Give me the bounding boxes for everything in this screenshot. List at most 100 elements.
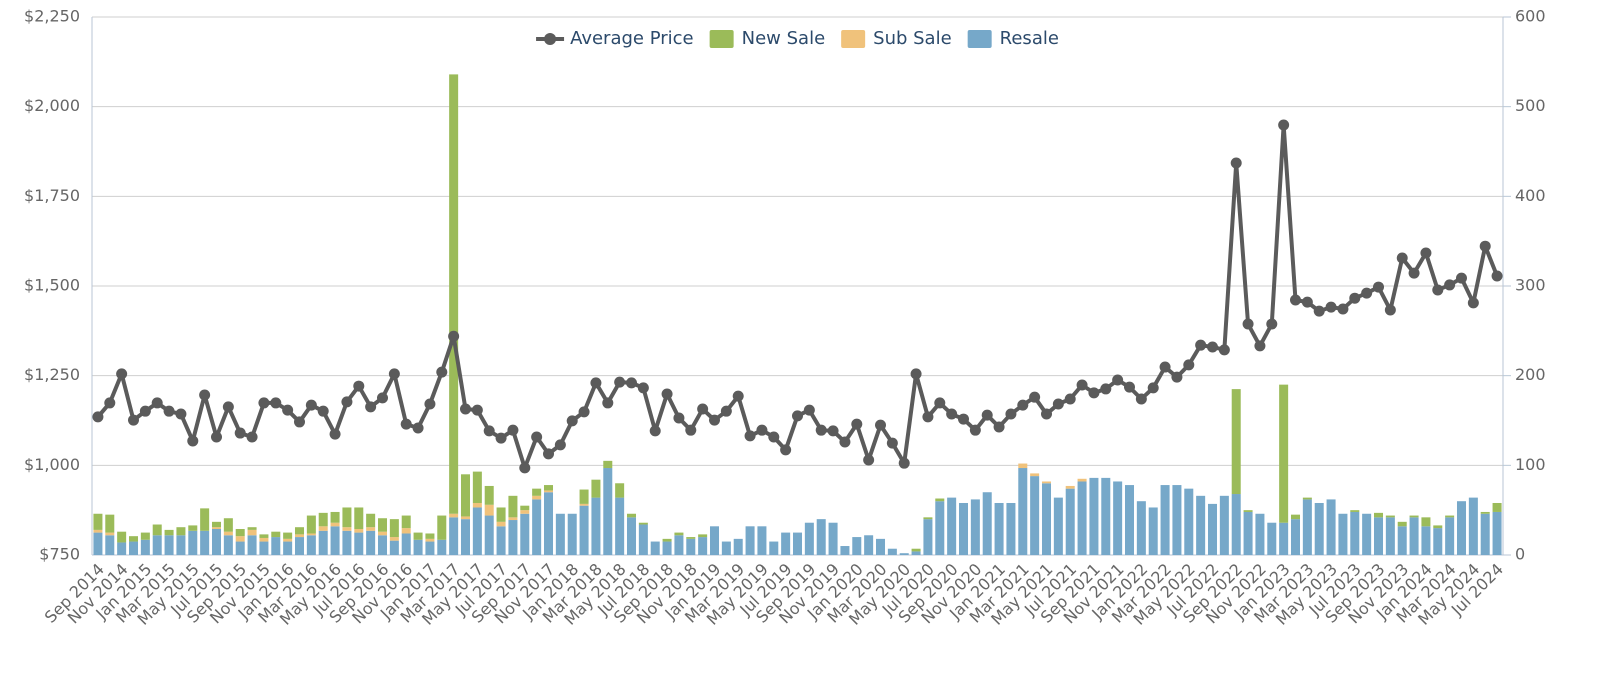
bar — [211, 527, 222, 529]
point — [1384, 304, 1396, 316]
y-tick-label: $2,250 — [24, 7, 80, 26]
bar — [389, 519, 399, 538]
y-tick-label: $1,000 — [24, 455, 80, 474]
bar — [1397, 521, 1407, 527]
point — [258, 397, 270, 409]
bar — [1456, 501, 1467, 555]
y-tick-label: $2,000 — [24, 96, 80, 115]
bar — [318, 526, 328, 531]
legend-swatch — [709, 30, 734, 48]
point — [661, 388, 673, 400]
bar — [1302, 497, 1312, 500]
bar — [484, 485, 494, 505]
bar — [852, 537, 862, 555]
bar — [235, 528, 245, 537]
bar — [875, 538, 886, 555]
bar — [1243, 511, 1253, 555]
bar — [342, 527, 352, 531]
bar — [1290, 514, 1301, 520]
point — [163, 405, 175, 417]
point — [1373, 281, 1384, 293]
bar — [472, 507, 482, 555]
point — [412, 422, 424, 434]
point — [1432, 284, 1444, 296]
point — [104, 397, 116, 409]
point — [863, 454, 875, 466]
bar — [1279, 522, 1289, 555]
bar — [1421, 526, 1431, 555]
point — [626, 377, 637, 389]
bar — [164, 529, 174, 536]
point — [981, 409, 993, 421]
bar — [1421, 517, 1431, 527]
bar — [200, 508, 210, 531]
legend-swatch — [544, 33, 557, 45]
bar — [271, 537, 281, 555]
bar — [769, 541, 779, 555]
bar — [366, 513, 376, 528]
bar — [911, 548, 921, 552]
point — [400, 418, 412, 430]
point — [1467, 297, 1479, 309]
point — [958, 413, 969, 425]
point — [151, 397, 163, 409]
point — [720, 405, 732, 417]
bar — [816, 519, 826, 555]
point — [898, 457, 910, 469]
bar — [1385, 517, 1395, 555]
bar — [389, 537, 399, 541]
point — [1325, 301, 1337, 313]
point — [448, 330, 460, 342]
bar — [1433, 528, 1443, 555]
point — [1230, 157, 1242, 169]
point — [92, 411, 104, 423]
point — [697, 403, 709, 415]
bar — [283, 532, 293, 539]
bar — [757, 526, 767, 555]
bar — [543, 485, 554, 491]
point — [1278, 119, 1290, 131]
point — [709, 414, 720, 426]
bar — [484, 504, 494, 516]
bar — [626, 513, 637, 518]
bar — [235, 541, 245, 555]
point — [1135, 393, 1147, 405]
point — [566, 415, 578, 427]
bar — [1302, 499, 1312, 555]
point — [1420, 247, 1432, 259]
point — [1456, 272, 1467, 284]
y2-tick-label: 600 — [1515, 7, 1546, 26]
point — [886, 437, 898, 449]
bar — [318, 512, 328, 527]
point — [329, 428, 341, 440]
bar — [686, 538, 696, 555]
bar — [650, 541, 660, 555]
point — [1444, 279, 1456, 291]
bar — [1018, 468, 1028, 555]
bar — [306, 515, 316, 534]
bar — [354, 528, 364, 533]
bar — [294, 534, 305, 538]
point — [934, 397, 946, 409]
point — [460, 403, 471, 415]
bar — [1279, 384, 1289, 523]
point — [614, 376, 626, 388]
bar — [259, 537, 269, 542]
bar — [235, 536, 245, 542]
bar — [686, 537, 696, 539]
point — [1088, 387, 1100, 399]
bar — [994, 502, 1004, 555]
bar — [792, 532, 803, 555]
bar — [176, 527, 186, 536]
bar — [1160, 485, 1170, 555]
bar — [1101, 477, 1111, 555]
bar — [401, 528, 411, 534]
bar — [449, 513, 459, 518]
bar — [1267, 522, 1277, 555]
point — [1041, 408, 1052, 420]
point — [839, 436, 851, 448]
bar — [460, 519, 471, 555]
bar — [401, 533, 411, 555]
point — [483, 425, 495, 437]
bar — [947, 497, 957, 555]
